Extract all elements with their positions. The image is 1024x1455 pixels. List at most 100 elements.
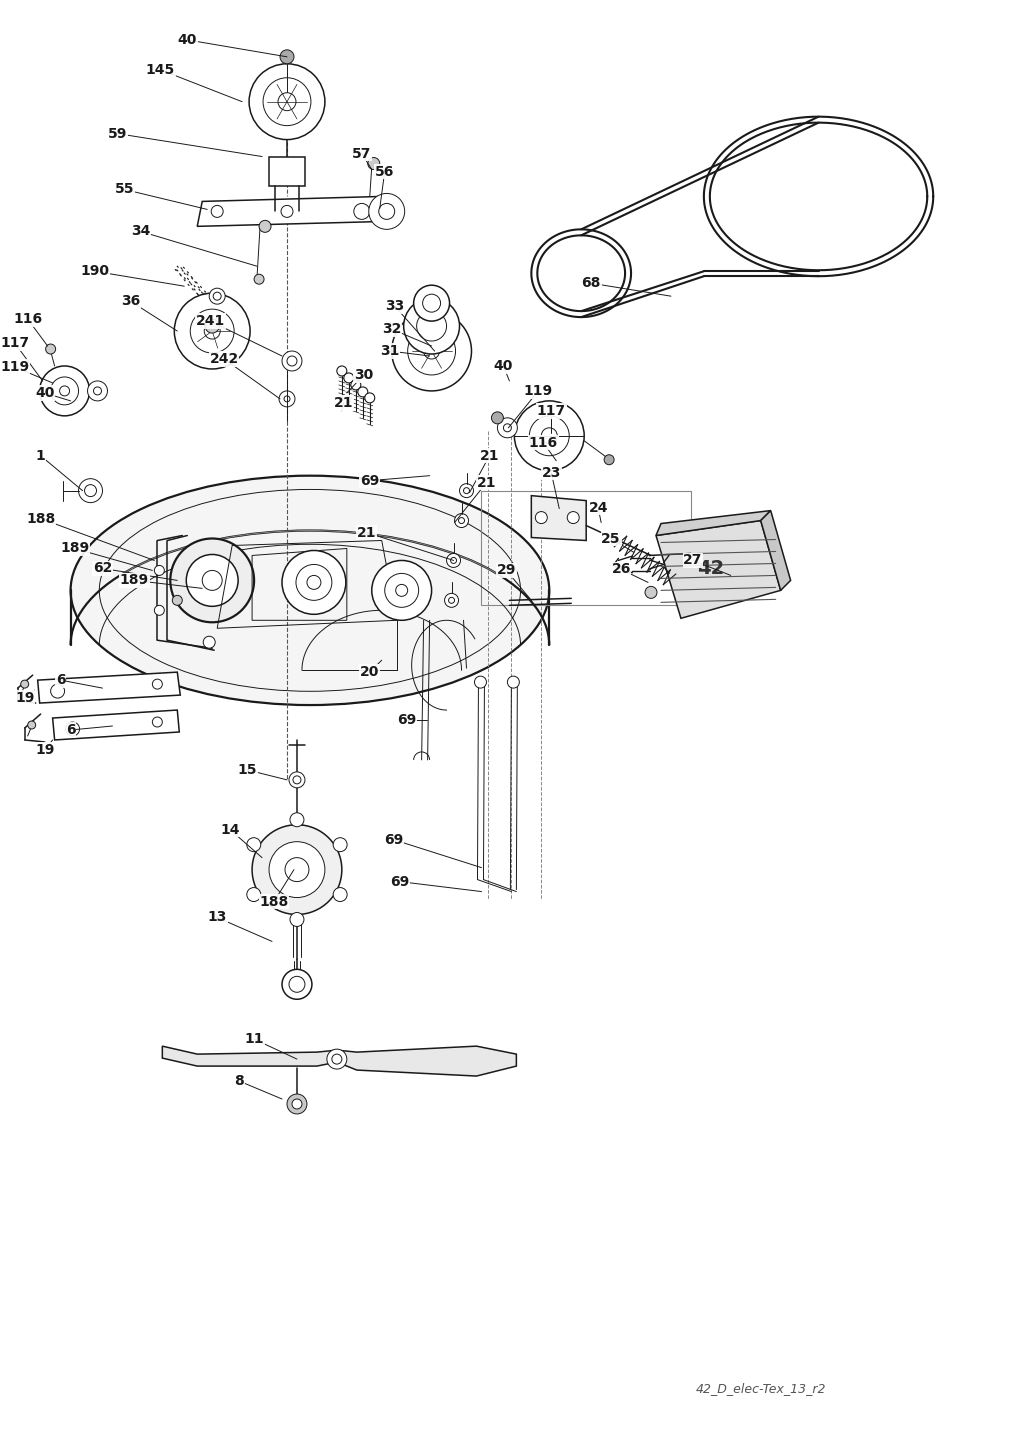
Circle shape [284,396,290,402]
Circle shape [536,512,547,524]
Circle shape [203,636,215,649]
Text: 145: 145 [145,63,175,77]
Circle shape [93,387,101,394]
Circle shape [403,298,460,354]
Circle shape [247,838,261,851]
Text: 34: 34 [131,224,151,239]
Text: 42_D_elec-Tex_13_r2: 42_D_elec-Tex_13_r2 [696,1382,826,1395]
Circle shape [474,677,486,688]
Circle shape [424,343,439,359]
Circle shape [285,857,309,882]
Circle shape [459,518,465,524]
Text: 188: 188 [26,512,55,525]
Polygon shape [656,521,780,618]
Circle shape [20,679,29,688]
Text: 24: 24 [589,501,608,515]
Circle shape [281,205,293,217]
Circle shape [292,1099,302,1109]
Circle shape [213,292,221,300]
Ellipse shape [99,489,520,691]
Circle shape [50,377,79,404]
Text: 117: 117 [0,336,30,351]
Circle shape [351,380,360,390]
Circle shape [369,194,404,230]
Circle shape [59,386,70,396]
Circle shape [40,367,89,416]
Circle shape [202,570,222,591]
Circle shape [604,455,614,464]
Text: 119: 119 [523,384,553,397]
Circle shape [542,428,557,444]
Circle shape [337,367,347,375]
Text: 57: 57 [352,147,372,160]
Circle shape [368,157,380,170]
Text: 36: 36 [121,294,140,308]
Circle shape [460,483,473,498]
Circle shape [344,372,354,383]
Circle shape [296,565,332,601]
Circle shape [498,418,517,438]
Circle shape [446,553,461,567]
Text: 189: 189 [60,541,89,556]
Circle shape [451,557,457,563]
Text: 8: 8 [234,1074,244,1088]
Circle shape [204,323,220,339]
Circle shape [293,776,301,784]
Circle shape [87,381,108,402]
Text: 33: 33 [385,300,404,313]
Circle shape [529,416,569,455]
Circle shape [282,351,302,371]
Circle shape [567,512,580,524]
Circle shape [263,77,311,125]
Circle shape [280,49,294,64]
Circle shape [252,825,342,915]
Text: 15: 15 [238,762,257,777]
Circle shape [492,412,504,423]
Text: 32: 32 [382,322,401,336]
Polygon shape [38,672,180,703]
Circle shape [172,595,182,605]
Circle shape [287,356,297,367]
Text: 40: 40 [494,359,513,372]
Text: 116: 116 [528,435,558,450]
Text: 14: 14 [220,822,240,837]
Circle shape [444,594,459,607]
Circle shape [85,485,96,496]
Text: 11: 11 [245,1032,264,1046]
Text: 23: 23 [542,466,561,480]
Text: 31: 31 [380,343,399,358]
Text: 56: 56 [375,164,394,179]
Circle shape [155,566,164,575]
Text: 62: 62 [93,562,113,575]
Text: 116: 116 [13,313,42,326]
Text: 117: 117 [537,404,566,418]
Text: 25: 25 [601,531,621,546]
Circle shape [508,677,519,688]
Circle shape [387,585,396,595]
Circle shape [290,813,304,826]
Circle shape [66,722,80,736]
Bar [269,157,305,186]
Text: 30: 30 [354,368,374,383]
Circle shape [423,294,440,313]
Text: 69: 69 [390,874,410,889]
Text: 26: 26 [611,563,631,576]
Circle shape [414,285,450,322]
Text: 19: 19 [35,744,54,757]
Ellipse shape [71,476,549,706]
Circle shape [365,393,375,403]
Circle shape [332,1053,342,1064]
Circle shape [155,605,164,615]
Circle shape [282,550,346,614]
Circle shape [211,205,223,217]
Circle shape [504,423,511,432]
Circle shape [249,64,325,140]
Circle shape [333,888,347,902]
Circle shape [357,387,368,397]
Circle shape [50,684,65,698]
Text: 190: 190 [80,265,109,278]
Text: 69: 69 [384,832,403,847]
Circle shape [645,586,657,598]
Polygon shape [163,1046,516,1077]
Circle shape [186,554,239,607]
